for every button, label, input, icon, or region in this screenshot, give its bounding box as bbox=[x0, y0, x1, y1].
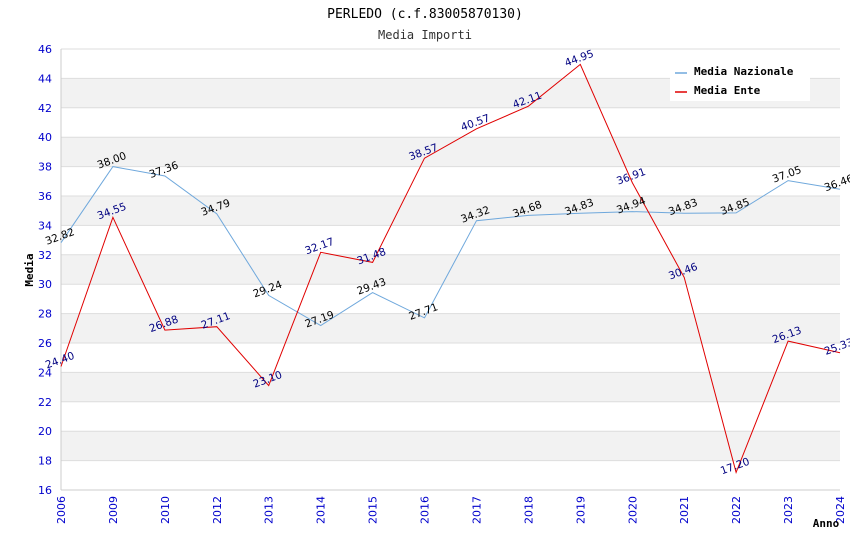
y-tick-label: 38 bbox=[38, 161, 52, 174]
y-tick-label: 32 bbox=[38, 249, 52, 262]
legend-box bbox=[670, 60, 810, 101]
axes bbox=[60, 49, 840, 491]
legend-label-nazionale: Media Nazionale bbox=[694, 65, 794, 78]
grid-band bbox=[61, 313, 840, 343]
x-tick-label: 2015 bbox=[367, 496, 380, 524]
legend: Media Nazionale Media Ente bbox=[670, 60, 810, 101]
x-tick-label: 2013 bbox=[263, 496, 276, 524]
x-tick-label: 2017 bbox=[470, 496, 483, 524]
x-tick-label: 2010 bbox=[159, 496, 172, 524]
series-lines bbox=[60, 63, 841, 474]
x-tick-labels: 2006 2009 2010 2012 2013 2014 2015 2016 2017 2018… bbox=[55, 496, 847, 524]
y-tick-label: 36 bbox=[38, 190, 52, 203]
y-tick-label: 26 bbox=[38, 337, 52, 350]
data-label: 36.91 bbox=[615, 166, 647, 188]
data-label: 36.46 bbox=[823, 173, 850, 195]
y-tick-label: 20 bbox=[38, 425, 52, 438]
x-tick-label: 2006 bbox=[55, 496, 68, 524]
x-tick-label: 2009 bbox=[107, 496, 120, 524]
chart-title: PERLEDO (c.f.83005870130) bbox=[327, 7, 523, 22]
y-tick-label: 34 bbox=[38, 219, 52, 232]
x-tick-label: 2016 bbox=[419, 496, 432, 524]
series-line-ente bbox=[60, 63, 841, 474]
grid-band bbox=[61, 372, 840, 402]
data-label: 40.57 bbox=[459, 112, 491, 134]
y-tick-label: 24 bbox=[38, 366, 52, 379]
data-label: 24.40 bbox=[44, 350, 76, 372]
series-line-nazionale bbox=[60, 166, 841, 327]
x-axis-label: Anno bbox=[813, 517, 840, 530]
y-tick-label: 46 bbox=[38, 43, 52, 56]
grid-band bbox=[61, 196, 840, 226]
y-axis-label: Media bbox=[23, 253, 36, 286]
y-tick-labels: 16 18 20 22 24 26 28 30 32 34 36 38 40 42 44 46 bbox=[38, 43, 52, 497]
grid-band bbox=[61, 431, 840, 461]
y-tick-label: 40 bbox=[38, 131, 52, 144]
y-tick-label: 44 bbox=[38, 72, 52, 85]
x-tick-label: 2019 bbox=[574, 496, 587, 524]
y-tick-label: 22 bbox=[38, 396, 52, 409]
y-tick-label: 28 bbox=[38, 308, 52, 321]
y-tick-label: 18 bbox=[38, 455, 52, 468]
legend-label-ente: Media Ente bbox=[694, 84, 761, 97]
x-tick-label: 2018 bbox=[522, 496, 535, 524]
y-tick-label: 42 bbox=[38, 102, 52, 115]
x-tick-label: 2023 bbox=[782, 496, 795, 524]
x-tick-label: 2024 bbox=[834, 496, 847, 524]
y-tick-label: 16 bbox=[38, 484, 52, 497]
x-tick-label: 2014 bbox=[315, 496, 328, 524]
x-tick-label: 2012 bbox=[211, 496, 224, 524]
x-tick-label: 2022 bbox=[730, 496, 743, 524]
chart-subtitle: Media Importi bbox=[378, 28, 472, 42]
grid-band bbox=[61, 137, 840, 167]
x-tick-label: 2020 bbox=[626, 496, 639, 524]
grid-bands bbox=[61, 48, 840, 491]
y-tick-label: 30 bbox=[38, 278, 52, 291]
x-tick-label: 2021 bbox=[678, 496, 691, 524]
data-label: 44.95 bbox=[563, 48, 595, 70]
